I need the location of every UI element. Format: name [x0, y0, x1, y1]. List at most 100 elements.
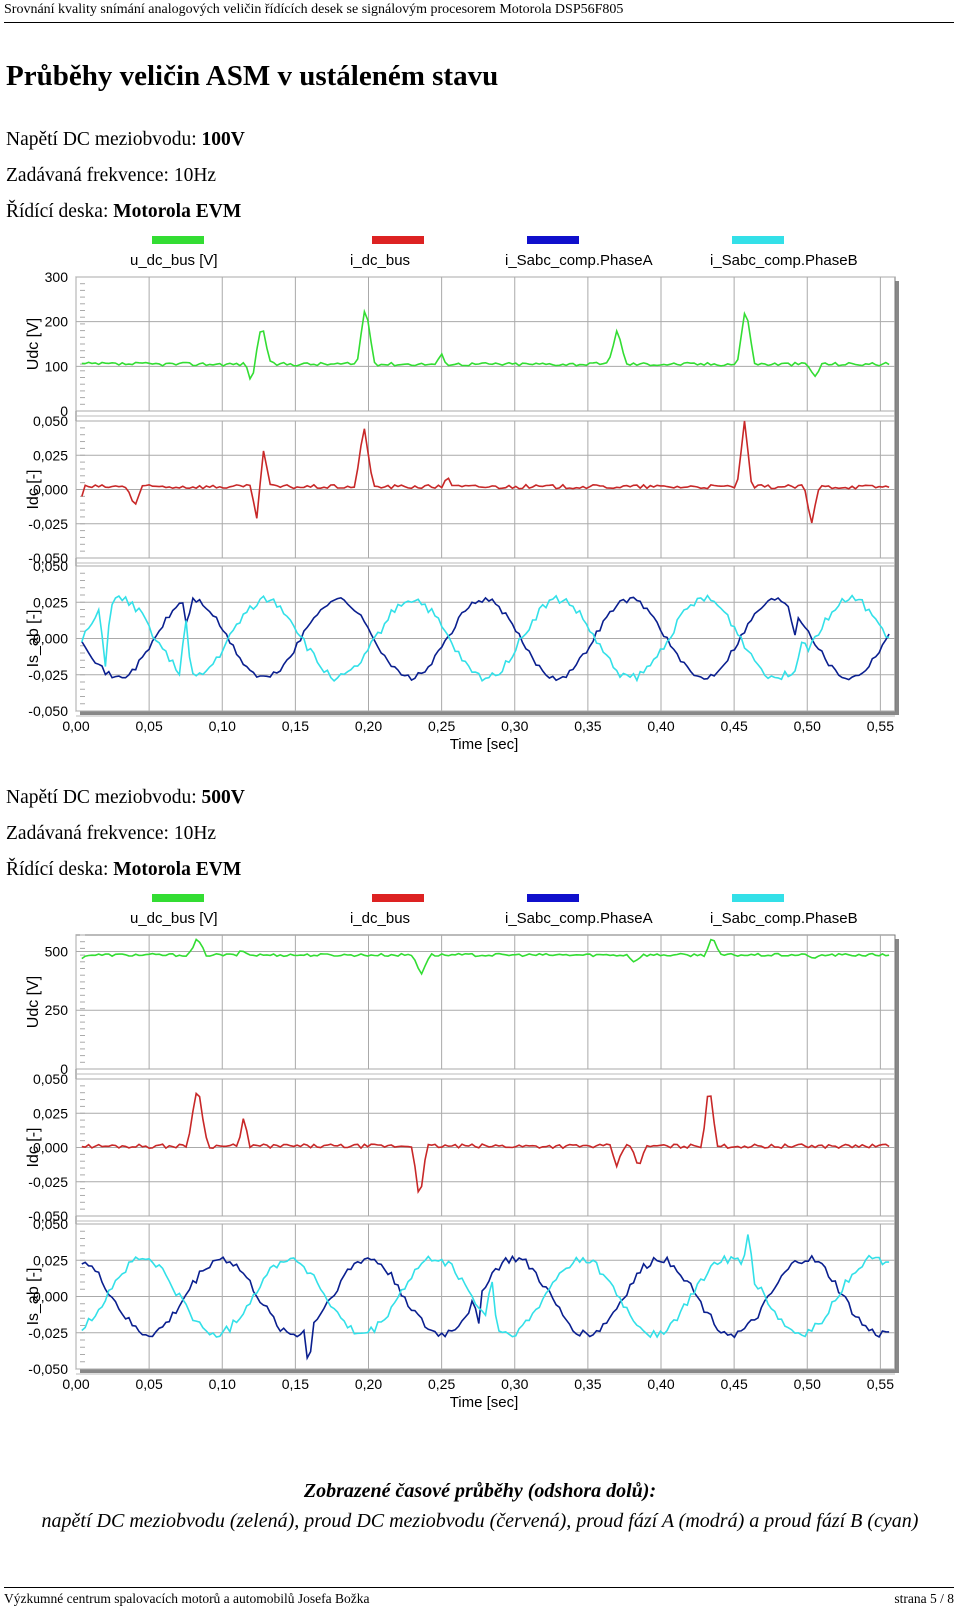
y-tick-label: 0,025	[33, 1105, 68, 1121]
x-tick-label: 0,10	[209, 1376, 236, 1392]
y-tick-label: 0,000	[33, 1289, 68, 1305]
chart-panel: -0,050 -0,025 0,000 0,025 0,050 Is_ab [-]	[25, 1216, 895, 1377]
y-tick-label: -0,025	[28, 667, 68, 683]
legend-swatch	[732, 894, 784, 902]
param-frequency: Zadávaná frekvence: 10Hz	[6, 823, 217, 844]
y-tick-label: 0	[60, 403, 68, 419]
legend-label: u_dc_bus [V]	[130, 252, 218, 269]
series-line	[81, 1091, 890, 1194]
footer-page-number: strana 5 / 8	[894, 1591, 954, 1606]
legend-label: i_Sabc_comp.PhaseA	[505, 910, 653, 927]
x-tick-label: 0,15	[282, 718, 309, 734]
x-tick-label: 0,15	[282, 1376, 309, 1392]
x-tick-label: 0,40	[647, 718, 674, 734]
param-board: Řídící deska: Motorola EVM	[6, 201, 242, 222]
param-board: Řídící deska: Motorola EVM	[6, 859, 242, 880]
caption-title: Zobrazené časové průběhy (odshora dolů):	[303, 1480, 657, 1502]
chart-svg: u_dc_bus [V] i_dc_bus i_Sabc_comp.PhaseA i_…	[25, 236, 899, 753]
param-voltage: Napětí DC meziobvodu: 100V	[6, 129, 245, 150]
x-tick-label: 0,50	[794, 718, 821, 734]
x-tick-label: 0,30	[501, 718, 528, 734]
x-tick-label: 0,55	[867, 1376, 894, 1392]
chart-panel: -0,050 -0,025 0,000 0,025 0,050 Is_ab [-]	[25, 558, 895, 719]
legend-label: i_dc_bus	[350, 910, 410, 927]
x-tick-label: 0,05	[136, 718, 163, 734]
chart-panel: 0 100 200 300 Udc [V]	[25, 269, 895, 419]
x-tick-label: 0,25	[428, 1376, 455, 1392]
params-block-1: Napětí DC meziobvodu: 100V Zadávaná frek…	[6, 122, 245, 230]
y-axis-label: Idc [-]	[25, 1127, 42, 1167]
legend-swatch	[732, 236, 784, 244]
x-tick-label: 0,00	[62, 1376, 89, 1392]
param-voltage: Napětí DC meziobvodu: 500V	[6, 787, 245, 808]
legend-swatch	[152, 894, 204, 902]
legend-swatch	[527, 236, 579, 244]
x-tick-label: 0,35	[574, 1376, 601, 1392]
y-tick-label: -0,050	[28, 550, 68, 566]
y-tick-label: 0,025	[33, 594, 68, 610]
x-tick-label: 0,10	[209, 718, 236, 734]
x-tick-label: 0,25	[428, 718, 455, 734]
chart-svg: u_dc_bus [V] i_dc_bus i_Sabc_comp.PhaseA i_…	[25, 894, 899, 1411]
series-line	[81, 596, 890, 682]
legend-label: i_Sabc_comp.PhaseB	[710, 252, 858, 269]
page-title: Průběhy veličin ASM v ustáleném stavu	[6, 60, 499, 92]
chart-100v: u_dc_bus [V] i_dc_bus i_Sabc_comp.PhaseA i_…	[0, 233, 940, 763]
y-tick-label: 100	[45, 358, 69, 374]
legend-label: i_dc_bus	[350, 252, 410, 269]
page-header: Srovnání kvality snímání analogových vel…	[4, 0, 954, 23]
y-tick-label: 0,000	[33, 631, 68, 647]
y-axis-label: Is_ab [-]	[25, 610, 42, 668]
y-tick-label: 300	[45, 269, 69, 285]
legend-swatch	[527, 894, 579, 902]
x-tick-label: 0,20	[355, 718, 382, 734]
series-line	[81, 1254, 890, 1361]
y-axis-label: Udc [V]	[25, 318, 42, 370]
chart-panel: 0 250 500 Udc [V]	[25, 934, 895, 1077]
footer-institution: Výzkumné centrum spalovacích motorů a au…	[4, 1591, 370, 1606]
x-axis-label: Time [sec]	[450, 736, 519, 753]
y-tick-label: 0	[60, 1061, 68, 1077]
legend-label: i_Sabc_comp.PhaseA	[505, 252, 653, 269]
x-tick-label: 0,05	[136, 1376, 163, 1392]
y-axis-label: Idc [-]	[25, 469, 42, 509]
y-tick-label: 0,025	[33, 1252, 68, 1268]
x-tick-label: 0,50	[794, 1376, 821, 1392]
y-tick-label: 0,050	[33, 558, 68, 574]
y-tick-label: 0,050	[33, 1216, 68, 1232]
y-tick-label: -0,050	[28, 703, 68, 719]
y-tick-label: 500	[45, 943, 69, 959]
y-tick-label: -0,050	[28, 1208, 68, 1224]
y-tick-label: -0,050	[28, 1361, 68, 1377]
y-tick-label: -0,025	[28, 1325, 68, 1341]
page-footer: Výzkumné centrum spalovacích motorů a au…	[4, 1587, 954, 1607]
param-frequency: Zadávaná frekvence: 10Hz	[6, 165, 217, 186]
series-line	[81, 594, 890, 683]
y-tick-label: 0,000	[33, 482, 68, 498]
x-tick-label: 0,55	[867, 718, 894, 734]
x-tick-label: 0,30	[501, 1376, 528, 1392]
series-line	[81, 420, 890, 524]
x-axis-label: Time [sec]	[450, 1394, 519, 1411]
y-tick-label: 0,025	[33, 447, 68, 463]
legend-label: u_dc_bus [V]	[130, 910, 218, 927]
y-tick-label: 200	[45, 314, 69, 330]
x-tick-label: 0,45	[721, 718, 748, 734]
caption-text: napětí DC meziobvodu (zelená), proud DC …	[41, 1510, 919, 1532]
x-tick-label: 0,45	[721, 1376, 748, 1392]
y-tick-label: -0,025	[28, 516, 68, 532]
y-tick-label: 0,050	[33, 1071, 68, 1087]
x-tick-label: 0,20	[355, 1376, 382, 1392]
legend-swatch	[152, 236, 204, 244]
y-axis-label: Udc [V]	[25, 976, 42, 1028]
legend-swatch	[372, 236, 424, 244]
chart-panel: -0,050 -0,025 0,000 0,025 0,050 Idc [-]	[25, 1071, 895, 1224]
y-tick-label: 0,050	[33, 413, 68, 429]
y-axis-label: Is_ab [-]	[25, 1268, 42, 1326]
y-tick-label: 250	[45, 1002, 69, 1018]
chart-500v: u_dc_bus [V] i_dc_bus i_Sabc_comp.PhaseA i_…	[0, 891, 940, 1421]
legend-swatch	[372, 894, 424, 902]
series-line	[81, 308, 890, 381]
y-tick-label: -0,025	[28, 1174, 68, 1190]
series-line	[81, 938, 890, 976]
